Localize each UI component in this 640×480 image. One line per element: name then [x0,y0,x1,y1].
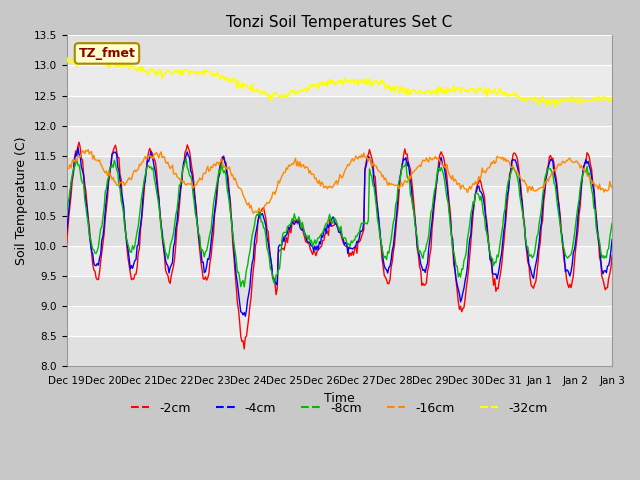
Bar [67,306,612,336]
Title: Tonzi Soil Temperatures Set C: Tonzi Soil Temperatures Set C [226,15,452,30]
Bar [67,216,612,246]
Bar [67,36,612,65]
X-axis label: Time: Time [324,392,355,405]
Bar [67,126,612,156]
Bar [67,96,612,126]
Bar [67,156,612,186]
Bar [67,186,612,216]
Bar [67,336,612,366]
Legend: -2cm, -4cm, -8cm, -16cm, -32cm: -2cm, -4cm, -8cm, -16cm, -32cm [125,396,553,420]
Y-axis label: Soil Temperature (C): Soil Temperature (C) [15,137,28,265]
Bar [67,246,612,276]
Text: TZ_fmet: TZ_fmet [79,47,136,60]
Bar [67,276,612,306]
Bar [67,65,612,96]
